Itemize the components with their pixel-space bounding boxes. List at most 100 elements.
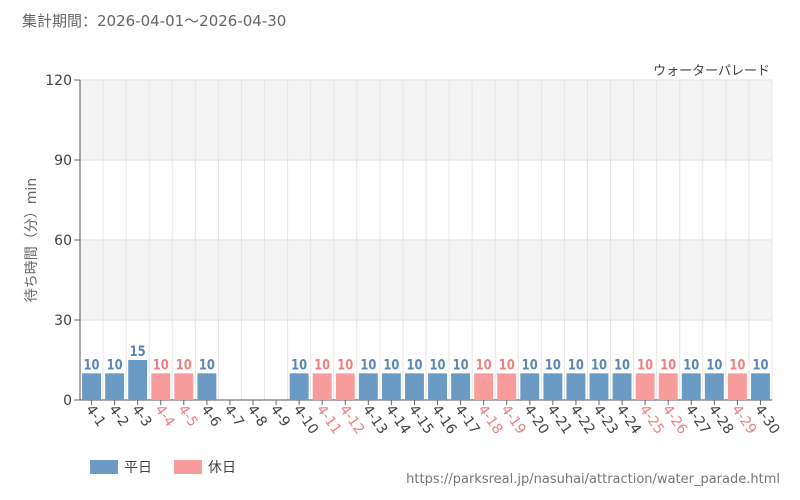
x-tick-label: 4-10 [290,402,321,437]
bar-value-label: 10 [360,357,376,373]
x-tick-label: 4-5 [175,402,201,430]
x-tick-label: 4-24 [613,402,644,437]
legend-swatch-holiday [174,460,202,474]
bar-value-label: 10 [337,357,353,373]
bar-value-label: 10 [107,357,123,373]
period-label: 集計期間：2026-04-01～2026-04-30 [22,12,287,30]
bar-value-label: 10 [706,357,722,373]
bar [82,373,101,400]
bar-value-label: 10 [660,357,676,373]
x-tick-label: 4-7 [221,402,247,430]
bar [381,373,401,400]
bar-value-label: 10 [568,357,584,373]
y-tick-label: 0 [63,393,72,409]
bar [704,373,724,400]
x-tick-label: 4-28 [705,402,736,437]
x-tick-label: 4-1 [82,402,108,430]
bar [428,373,447,400]
x-tick-label: 4-2 [105,402,131,430]
bar [751,373,770,400]
y-axis-title: 待ち時間（分）min [24,178,40,302]
x-tick-label: 4-21 [544,402,575,437]
bar [474,373,494,400]
bar-value-label: 10 [683,357,699,373]
legend-item-weekday: 平日 [90,457,152,477]
bar-value-label: 10 [476,357,492,373]
x-tick-label: 4-3 [128,402,154,430]
x-tick-label: 4-12 [336,402,367,437]
bar [358,373,378,400]
x-tick-label: 4-22 [567,402,598,437]
x-tick-label: 4-14 [382,402,413,437]
x-tick-label: 4-17 [451,402,482,437]
bar-value-label: 10 [314,357,330,373]
x-tick-label: 4-29 [728,402,759,437]
x-tick-label: 4-18 [474,402,505,437]
bar-value-label: 10 [291,357,307,373]
x-tick-label: 4-25 [636,402,667,437]
bar [681,373,701,400]
bar [197,373,217,400]
bar [727,373,747,400]
x-tick-label: 4-23 [590,402,621,437]
bar [312,373,332,400]
bar-value-label: 10 [199,357,215,373]
attraction-name: ウォーターパレード [653,64,770,79]
x-tick-label: 4-4 [151,402,177,430]
bar [566,373,586,400]
bar [497,373,517,400]
x-tick-label: 4-6 [198,402,224,430]
bar [658,373,678,400]
y-tick-label: 30 [54,313,72,329]
bar-value-label: 10 [591,357,607,373]
bar [635,373,655,400]
x-tick-label: 4-30 [751,402,782,437]
x-tick-label: 4-11 [313,402,344,437]
bar-value-label: 15 [130,344,146,360]
bar-value-label: 10 [153,357,169,373]
y-tick-label: 120 [45,73,72,89]
x-tick-label: 4-15 [405,402,436,437]
x-tick-label: 4-16 [428,402,459,437]
legend-swatch-weekday [90,460,118,474]
bar-value-label: 10 [522,357,538,373]
bar [451,373,471,400]
x-tick-label: 4-19 [497,402,528,437]
x-tick-label: 4-9 [267,402,293,430]
legend-label-holiday: 休日 [208,460,236,476]
x-tick-label: 4-20 [521,402,552,437]
bar [405,373,424,400]
bar-value-label: 10 [499,357,515,373]
bar [128,360,148,400]
bar [543,373,563,400]
bar-value-label: 10 [383,357,399,373]
bar-value-label: 10 [84,357,100,373]
bar-value-label: 10 [406,357,422,373]
legend-label-weekday: 平日 [124,460,152,476]
source-url[interactable]: https://parksreal.jp/nasuhai/attraction/… [406,472,780,487]
bar [105,373,125,400]
bar [151,373,171,400]
bar [520,373,540,400]
bar-value-label: 10 [176,357,192,373]
x-tick-label: 4-26 [659,402,690,437]
bar [612,373,632,400]
legend: 平日 休日 [90,457,236,477]
bar-value-label: 10 [752,357,768,373]
x-tick-label: 4-8 [244,402,270,430]
bar-value-label: 10 [545,357,561,373]
bar [174,373,194,400]
y-tick-label: 90 [54,153,72,169]
bar [589,373,609,400]
legend-item-holiday: 休日 [174,457,236,477]
y-tick-label: 60 [54,233,72,249]
x-tick-label: 4-13 [359,402,390,437]
bar-value-label: 10 [614,357,630,373]
bar [335,373,355,400]
bar [289,373,309,400]
bar-value-label: 10 [453,357,469,373]
x-tick-label: 4-27 [682,402,713,437]
bar-value-label: 10 [430,357,446,373]
bar-value-label: 10 [729,357,745,373]
